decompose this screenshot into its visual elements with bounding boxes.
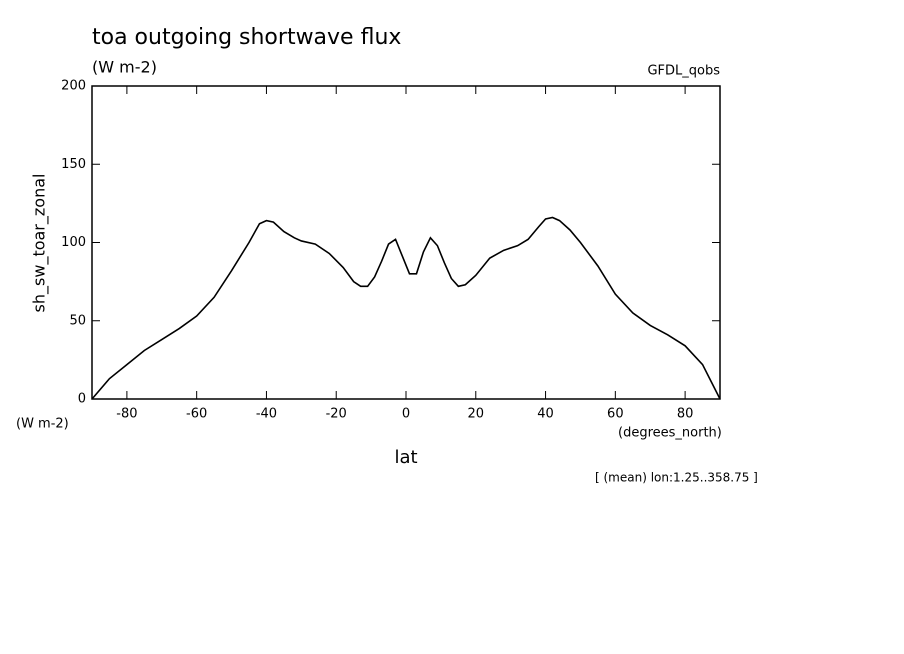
y-tick-label: 150	[61, 157, 86, 172]
note: [ (mean) lon:1.25..358.75 ]	[595, 471, 758, 485]
x-units: (degrees_north)	[618, 426, 722, 441]
x-tick-label: 20	[468, 407, 485, 422]
y-tick-label: 200	[61, 79, 86, 94]
x-tick-label: -60	[186, 407, 207, 422]
x-tick-label: -80	[116, 407, 137, 422]
dataset-label: GFDL_qobs	[647, 64, 720, 79]
y-axis-label: sh_sw_toar_zonal	[30, 174, 50, 313]
chart-title: toa outgoing shortwave flux	[92, 25, 401, 50]
y-tick-label: 100	[61, 235, 86, 250]
y-tick-label: 0	[78, 392, 86, 407]
data-line	[91, 216, 721, 400]
x-axis-label: lat	[394, 447, 417, 468]
x-tick-label: 60	[607, 407, 624, 422]
x-tick-label: -20	[326, 407, 347, 422]
y-units: (W m-2)	[16, 417, 69, 432]
x-tick-label: 40	[537, 407, 554, 422]
x-tick-label: 80	[677, 407, 694, 422]
chart-subtitle: (W m-2)	[92, 58, 157, 77]
x-tick-label: -40	[256, 407, 277, 422]
x-tick-label: 0	[402, 407, 410, 422]
y-tick-label: 50	[69, 313, 86, 328]
